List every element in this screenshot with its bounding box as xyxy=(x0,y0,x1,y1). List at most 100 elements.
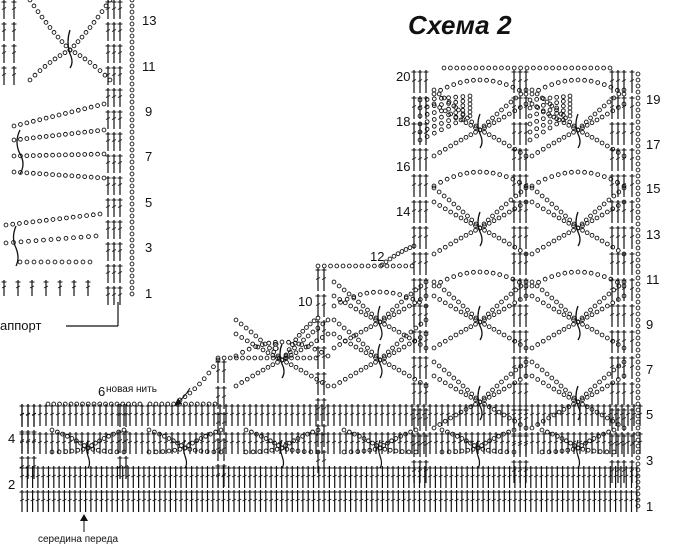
chain-mark xyxy=(417,299,422,305)
stitch-mark xyxy=(321,329,327,332)
stitch-mark xyxy=(621,261,627,264)
chain-mark xyxy=(88,151,94,157)
chain-mark xyxy=(536,87,541,93)
chain-mark xyxy=(129,285,135,291)
chain-mark xyxy=(601,201,607,207)
chain-mark xyxy=(523,185,529,191)
stitch-mark xyxy=(423,209,429,212)
chain-mark xyxy=(484,77,489,83)
stitch-mark xyxy=(221,421,227,424)
chain-mark xyxy=(292,340,298,346)
stitch-mark xyxy=(325,412,331,416)
chain-mark xyxy=(396,329,402,335)
stitch-mark xyxy=(481,412,487,416)
stitch-mark xyxy=(19,413,25,416)
stitch-mark xyxy=(111,271,117,274)
stitch-mark xyxy=(133,412,139,416)
chain-mark xyxy=(51,30,57,35)
chain-mark xyxy=(346,329,352,335)
chain-mark xyxy=(337,380,343,385)
chain-mark xyxy=(341,449,347,455)
chain-mark xyxy=(535,422,541,427)
chain-mark xyxy=(129,237,135,243)
chain-mark xyxy=(539,367,545,373)
chain-mark xyxy=(337,297,343,302)
chain-mark xyxy=(621,345,627,351)
chain-mark xyxy=(534,96,540,102)
chain-mark xyxy=(467,109,473,115)
chain-mark xyxy=(431,117,437,122)
stitch-mark xyxy=(549,498,555,502)
stitch-mark xyxy=(411,157,417,160)
stitch-mark xyxy=(194,474,200,478)
stitch-mark xyxy=(502,498,507,502)
stitch-mark xyxy=(104,474,109,478)
chain-mark xyxy=(307,321,313,327)
chain-mark xyxy=(448,415,454,421)
chain-mark xyxy=(561,232,567,238)
stitch-mark xyxy=(91,412,97,416)
stitch-mark xyxy=(35,498,41,502)
stitch-mark xyxy=(634,474,639,478)
chain-mark xyxy=(114,449,120,455)
stitch-mark xyxy=(315,355,321,358)
chain-mark xyxy=(468,404,474,410)
chain-mark xyxy=(615,248,621,253)
stitch-mark xyxy=(178,498,184,502)
chain-mark xyxy=(346,291,352,297)
stitch-mark xyxy=(511,105,517,108)
stitch-mark xyxy=(411,469,417,472)
stitch-mark xyxy=(321,474,327,478)
stitch-mark xyxy=(486,498,491,502)
stitch-mark xyxy=(105,139,111,142)
chain-mark xyxy=(129,111,135,117)
stitch-mark xyxy=(449,474,454,478)
stitch-mark xyxy=(553,440,559,444)
stitch-mark xyxy=(624,474,629,478)
chain-mark xyxy=(288,362,294,368)
stitch-mark xyxy=(226,498,231,502)
chain-mark xyxy=(295,355,300,361)
chain-mark xyxy=(108,401,114,407)
stitch-mark xyxy=(19,439,25,442)
chain-mark xyxy=(129,21,135,27)
chain-mark xyxy=(511,65,517,71)
stitch-mark xyxy=(61,440,67,444)
stitch-mark xyxy=(555,474,560,478)
stitch-mark xyxy=(528,498,533,502)
chain-mark xyxy=(621,185,627,191)
stitch-mark xyxy=(109,412,115,416)
chain-mark xyxy=(562,270,568,276)
chain-mark xyxy=(477,269,483,275)
chain-mark xyxy=(439,127,444,133)
chain-mark xyxy=(496,215,502,221)
chain-mark xyxy=(564,438,569,444)
chain-mark xyxy=(344,296,350,302)
left-row-13: 13 xyxy=(142,13,157,28)
chain-mark xyxy=(585,447,591,453)
row-1: 1 xyxy=(646,499,654,514)
chain-mark xyxy=(535,248,541,253)
chain-mark xyxy=(446,123,451,129)
chain-mark xyxy=(544,197,550,203)
stitch-mark xyxy=(279,343,285,379)
stitch-mark xyxy=(25,465,31,468)
chain-mark xyxy=(342,376,348,382)
stitch-mark xyxy=(369,498,374,502)
chain-mark xyxy=(431,279,437,285)
stitch-mark xyxy=(390,474,396,478)
chain-mark xyxy=(635,485,641,491)
stitch-mark xyxy=(571,412,577,416)
stitch-mark xyxy=(43,285,49,289)
chain-mark xyxy=(494,303,500,309)
chain-mark xyxy=(295,448,301,454)
chain-mark xyxy=(473,227,478,233)
chain-mark xyxy=(129,105,135,111)
stitch-mark xyxy=(559,412,565,416)
chain-mark xyxy=(554,299,559,305)
chain-mark xyxy=(129,39,135,45)
stitch-mark xyxy=(105,227,111,230)
chain-mark xyxy=(635,77,641,83)
stitch-mark xyxy=(263,498,268,502)
chain-mark xyxy=(468,394,474,400)
